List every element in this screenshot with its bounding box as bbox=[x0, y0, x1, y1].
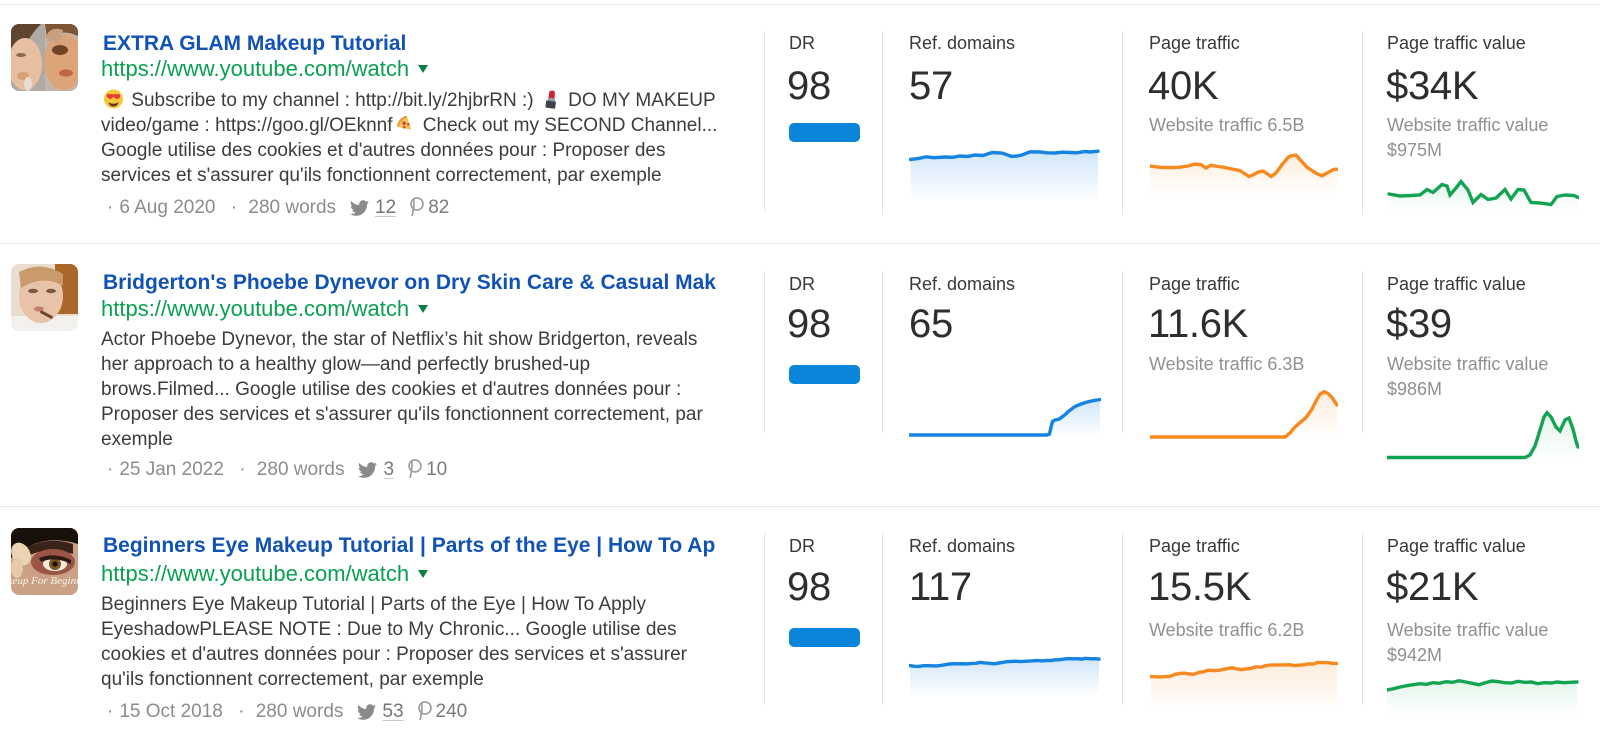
svg-text:Makeup For Beginners: Makeup For Beginners bbox=[11, 575, 78, 587]
